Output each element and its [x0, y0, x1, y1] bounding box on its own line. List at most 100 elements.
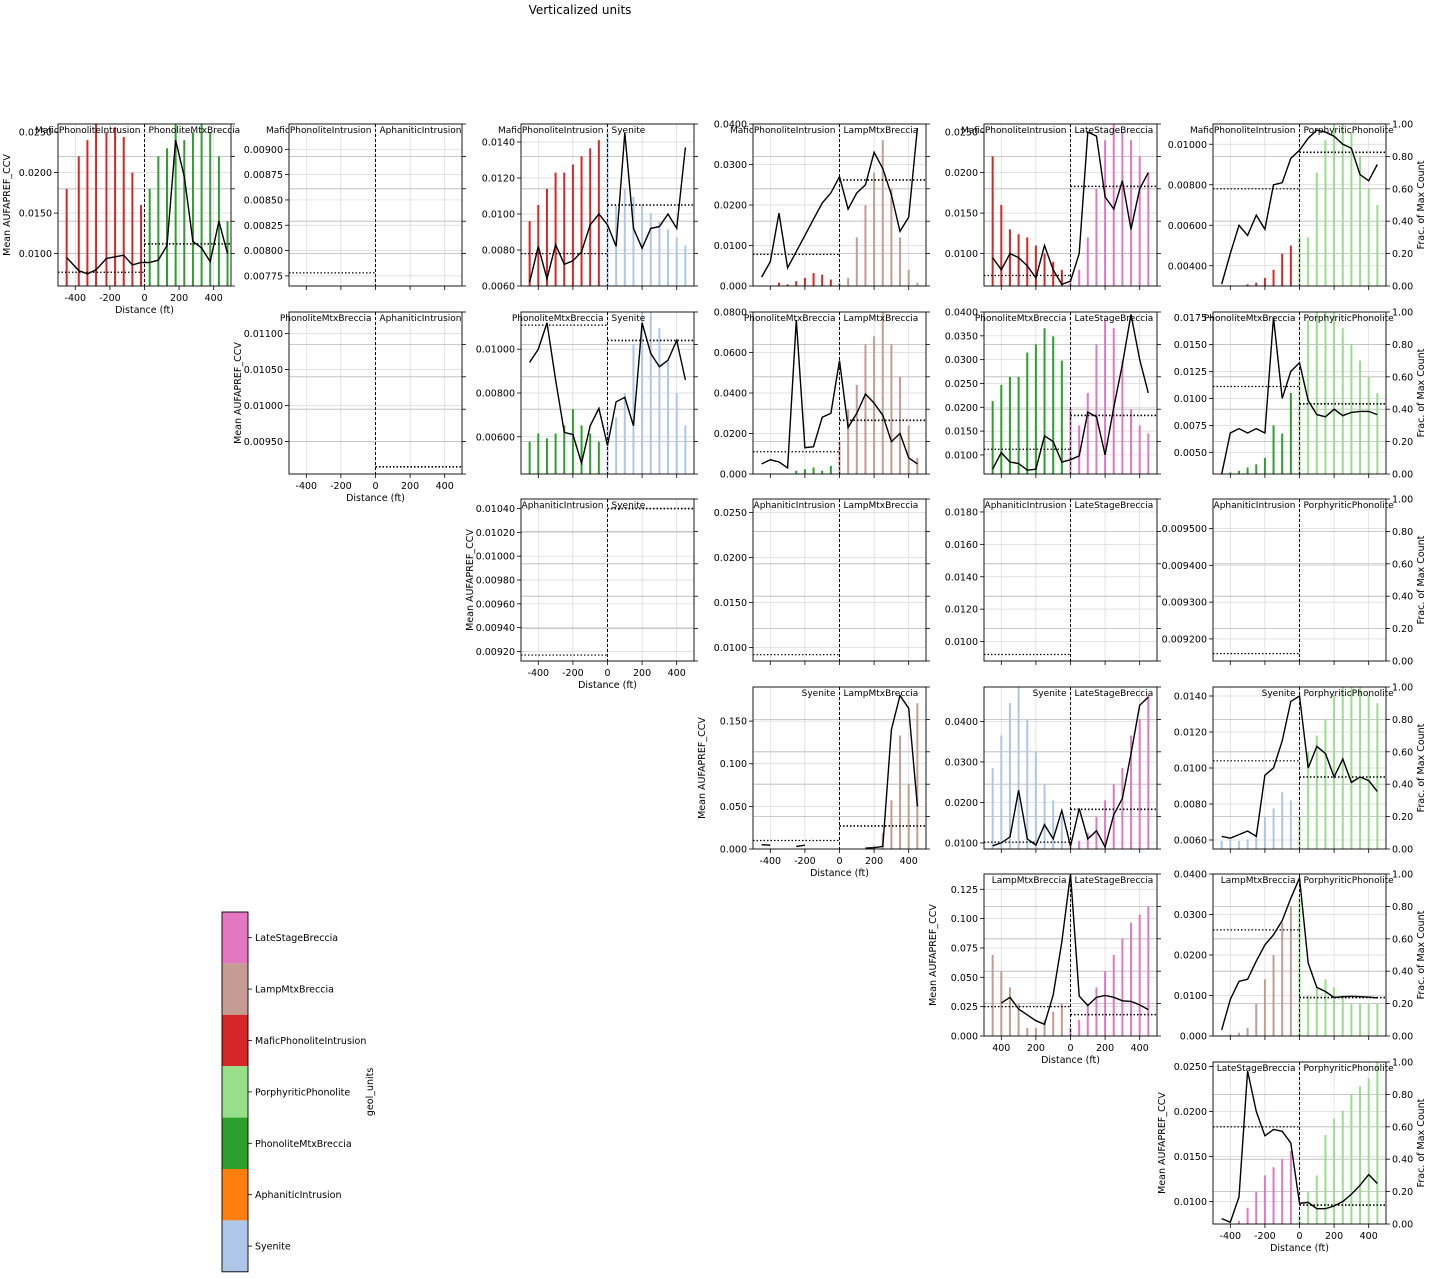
count-bar — [1341, 328, 1344, 474]
count-bar — [1307, 751, 1310, 849]
frac-tick-label: 0.40 — [1392, 1155, 1413, 1166]
colorbar-label: MaficPhonoliteIntrusion — [255, 1036, 366, 1047]
frac-tick-label: 0.40 — [1392, 592, 1413, 603]
count-bar — [1060, 269, 1063, 286]
x-tick-label: -400 — [760, 856, 782, 867]
frac-tick-label: 0.40 — [1392, 405, 1413, 416]
count-bar — [1367, 188, 1370, 286]
count-bar — [1095, 344, 1098, 474]
count-bar — [148, 188, 151, 286]
count-bar — [1026, 237, 1029, 286]
y-tick-label: 0.01050 — [244, 365, 283, 376]
y-tick-label: 0.00960 — [476, 599, 515, 610]
count-bar — [795, 470, 798, 474]
count-bar — [1078, 1019, 1081, 1036]
count-bar — [1121, 360, 1124, 474]
unit-label-left: PhonoliteMtxBreccia — [512, 314, 604, 324]
count-bar — [1095, 987, 1098, 1036]
x-tick-label: 400 — [436, 481, 454, 492]
y-tick-label: 0.0075 — [1174, 421, 1207, 432]
count-bars — [873, 703, 919, 849]
count-bar — [1281, 433, 1284, 474]
colorbar-swatch — [222, 1014, 248, 1067]
count-bar — [847, 409, 850, 474]
count-bar — [1229, 839, 1232, 849]
count-bar — [1333, 1118, 1336, 1224]
frac-tick-label: 0.60 — [1392, 559, 1413, 570]
count-bar — [1333, 124, 1336, 286]
y-tick-label: 0.0300 — [1174, 910, 1207, 921]
subplot-AphaniticIntrusion-LampMtxBreccia: AphaniticIntrusion LampMtxBreccia 0.0100 0.… — [714, 498, 930, 665]
y-tick-label: 0.009300 — [1162, 598, 1207, 609]
unit-label-left: AphaniticIntrusion — [754, 501, 836, 511]
frac-tick-label: 0.20 — [1392, 999, 1413, 1010]
colorbar-swatch — [222, 1220, 248, 1272]
x-tick-label: -400 — [528, 668, 550, 679]
count-bar — [1315, 1175, 1318, 1224]
mean-profile-line — [1221, 875, 1378, 1031]
count-bar — [812, 273, 815, 286]
count-bar — [1121, 132, 1124, 286]
y-tick-label: 0.000 — [951, 1032, 978, 1043]
count-bar — [991, 401, 994, 474]
subplot-MaficPhonoliteIntrusion-AphaniticIntrusion: MaficPhonoliteIntrusion AphaniticIntrusio… — [244, 123, 466, 290]
subplot-PhonoliteMtxBreccia-LateStageBreccia: PhonoliteMtxBreccia LateStageBreccia 0.010… — [945, 308, 1161, 478]
x-tick-label: 400 — [900, 856, 918, 867]
unit-label-left: AphaniticIntrusion — [985, 501, 1067, 511]
count-bar — [899, 237, 902, 286]
frac-tick-label: 0.80 — [1392, 1090, 1413, 1101]
count-bar — [580, 425, 583, 474]
count-bar — [140, 205, 143, 286]
x-tick-label: 400 — [992, 1043, 1010, 1054]
subplot-AphaniticIntrusion-Syenite: AphaniticIntrusion Syenite 0.00920 0.00940 0… — [465, 498, 698, 691]
frac-tick-label: 0.20 — [1392, 812, 1413, 823]
y-tick-label: 0.00800 — [1168, 180, 1207, 191]
count-bar — [1008, 376, 1011, 474]
subplot-AphaniticIntrusion-LateStageBreccia: AphaniticIntrusion LateStageBreccia 0.0100… — [945, 498, 1161, 665]
count-bar — [1017, 234, 1020, 286]
x-axis-label: Distance (ft) — [578, 680, 637, 691]
y-tick-label: 0.0150 — [19, 209, 52, 220]
count-bar — [667, 360, 670, 474]
y-tick-label: 0.0100 — [1174, 764, 1207, 775]
unit-label-left: MaficPhonoliteIntrusion — [1190, 126, 1296, 136]
y-tick-label: 0.050 — [951, 973, 978, 984]
count-bar — [881, 140, 884, 286]
count-bar — [1298, 898, 1301, 1036]
mean-profile-line — [66, 140, 229, 275]
count-bar — [675, 393, 678, 474]
count-bar — [174, 124, 177, 286]
y-tick-label: 0.00825 — [244, 221, 283, 232]
y-tick-label: 0.01000 — [476, 552, 515, 563]
count-bar — [873, 172, 876, 286]
subplot-AphaniticIntrusion-PorphyriticPhonolite: AphaniticIntrusion PorphyriticPhonolite 0.… — [1162, 495, 1427, 668]
unit-label-left: Syenite — [1033, 689, 1067, 699]
count-bar — [890, 800, 893, 849]
count-bar — [1324, 979, 1327, 1036]
y-tick-label: 0.0250 — [19, 128, 52, 139]
count-bars — [65, 124, 229, 286]
count-bar — [537, 433, 540, 474]
x-tick-label: 400 — [205, 293, 223, 304]
count-bar — [1289, 245, 1292, 286]
count-bar — [1367, 1078, 1370, 1224]
frac-tick-label: 0.20 — [1392, 437, 1413, 448]
count-bar — [1341, 1110, 1344, 1224]
colorbar-label: LampMtxBreccia — [255, 985, 334, 996]
y-tick-label: 0.025 — [951, 1002, 978, 1013]
mean-profile-line — [760, 128, 919, 278]
count-bar — [1034, 751, 1037, 849]
count-bar — [1350, 687, 1353, 849]
y-tick-label: 0.0175 — [1174, 313, 1207, 324]
y-tick-label: 0.000 — [720, 470, 747, 481]
count-bar — [899, 376, 902, 474]
x-axis-label: Distance (ft) — [346, 493, 405, 504]
mean-profile-line — [1221, 317, 1378, 474]
y-tick-label: 0.0060 — [482, 282, 515, 293]
count-bar — [684, 425, 687, 474]
unit-label-right: PorphyriticPhonolite — [1304, 689, 1395, 699]
subplot-LampMtxBreccia-PorphyriticPhonolite: LampMtxBreccia PorphyriticPhonolite 0.000 0… — [1174, 870, 1427, 1043]
count-bar — [226, 221, 229, 286]
y-tick-label: 0.0200 — [1174, 1107, 1207, 1118]
